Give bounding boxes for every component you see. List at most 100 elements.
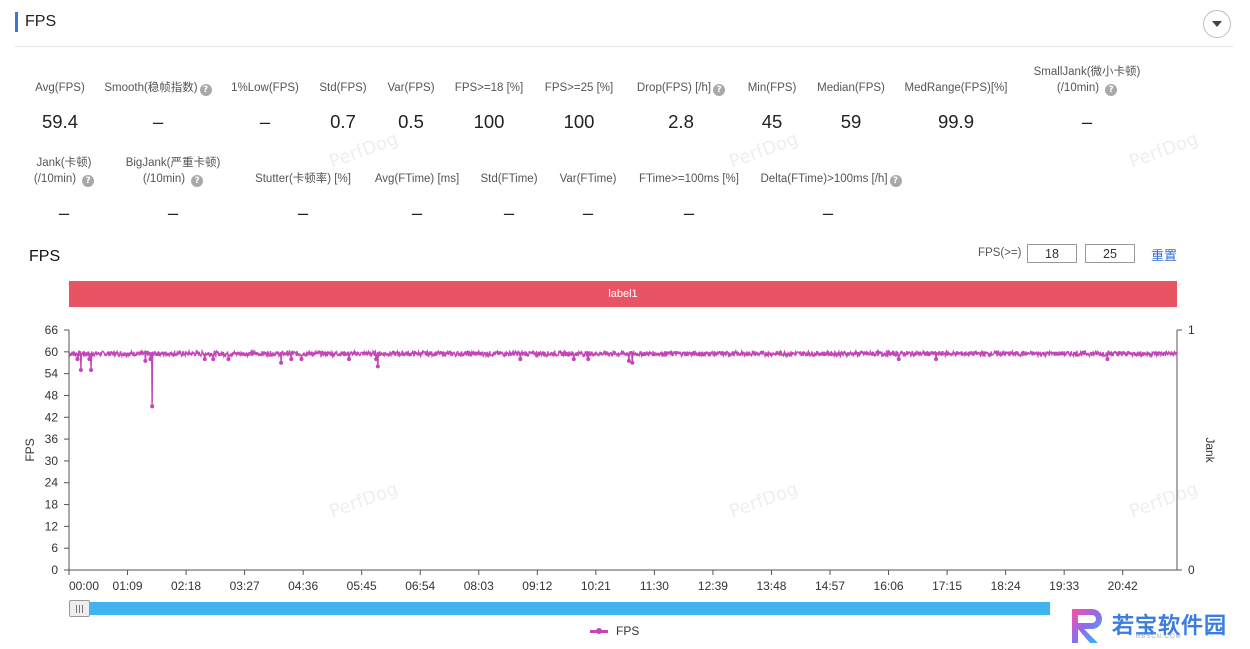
watermark: PerfDog [1126,128,1201,173]
y-axis-title: FPS [23,438,37,461]
metric-value: – [822,202,834,223]
collapse-button[interactable] [1203,10,1231,38]
metric-1pct-low: 1%Low(FPS) – [225,80,305,134]
fps-data-point [202,357,207,362]
metric-label: Drop(FPS) [/h] [636,82,712,94]
y-tick-label: 12 [45,519,59,533]
metric-value: – [582,202,594,223]
metric-label: 1%Low(FPS) [231,82,299,94]
metric-smooth: Smooth(稳帧指数)? – [98,80,218,134]
y-tick-label: 36 [45,432,59,446]
metric-label: Var(FPS) [387,82,435,94]
fps-data-point [211,357,216,362]
metric-value: 0.7 [330,111,356,132]
fps-data-point [571,357,576,362]
x-tick-label: 06:54 [405,579,435,593]
metric-value: – [297,202,309,223]
y-tick-label: 42 [45,410,59,424]
x-tick-label: 10:21 [581,579,611,593]
threshold-input-1[interactable] [1027,244,1077,263]
y-tick-label: 54 [45,367,59,381]
threshold-label: FPS(>=) [978,247,1022,259]
x-tick-label: 19:33 [1049,579,1079,593]
help-icon[interactable]: ? [889,175,902,187]
fps-data-point [586,357,591,362]
metric-value: – [411,202,423,223]
metric-label: Delta(FTime)>100ms [/h] [760,173,888,185]
x-tick-label: 18:24 [991,579,1021,593]
fps-data-point [375,364,380,369]
help-icon[interactable]: ? [713,84,726,96]
section-title: FPS [25,13,57,30]
metric-value: 100 [473,111,505,132]
help-icon[interactable]: ? [191,175,204,187]
time-range-slider[interactable] [69,600,1050,617]
metric-var-ftime: Var(FTime) – [552,171,624,225]
y-tick-label: 24 [45,476,59,490]
metric-label-unit: (/10min) [142,173,186,185]
metric-label: MedRange(FPS)[%] [904,82,1008,94]
fps-data-point [934,357,939,362]
metric-value: – [152,111,164,132]
metric-label: FPS>=25 [%] [544,82,614,94]
help-icon[interactable]: ? [82,175,95,187]
brand-sub: RBSCN.COM [1136,634,1182,640]
metric-label: Median(FPS) [817,82,885,94]
y-tick-label: 6 [51,541,58,555]
help-icon[interactable]: ? [1105,84,1118,96]
metric-label: Smooth(稳帧指数) [104,82,198,94]
fps-data-point [78,368,83,372]
brand-logo-icon [1072,609,1102,643]
metric-big-jank: BigJank(严重卡顿) (/10min)? – [118,155,228,225]
fps-data-point [896,357,901,362]
slider-handle[interactable] [69,600,90,617]
metric-label: Stutter(卡顿率) [%] [255,173,351,185]
x-tick-label: 04:36 [288,579,318,593]
fps-data-point [299,357,304,362]
fps-data-point [89,368,94,372]
metric-drop-fps: Drop(FPS) [/h]? 2.8 [630,80,732,134]
fps-series-line [68,348,1178,407]
fps-data-point [226,357,231,362]
x-tick-label: 00:00 [69,579,99,593]
metric-label: FTime>=100ms [%] [639,173,739,185]
fps-data-point [143,358,148,363]
metric-label-unit: (/10min) [33,173,77,185]
metric-medrange-fps: MedRange(FPS)[%] 99.9 [898,80,1014,134]
help-icon[interactable]: ? [199,84,212,96]
y-tick-label: 60 [45,345,59,359]
metric-value: 2.8 [668,111,694,132]
fps-data-point [279,360,284,365]
x-tick-label: 17:15 [932,579,962,593]
metric-fps-ge-25: FPS>=25 [%] 100 [539,80,619,134]
x-tick-label: 05:45 [347,579,377,593]
metric-value: – [167,202,179,223]
threshold-input-2[interactable] [1085,244,1135,263]
metric-value: – [58,202,70,223]
fps-data-point [630,360,635,365]
metric-std-ftime: Std(FTime) – [474,171,544,225]
brand-logo: 若宝软件园 RBSCN.COM [1062,601,1250,649]
reset-button[interactable]: 重置 [1151,248,1178,263]
fps-data-point [374,357,379,362]
watermark: PerfDog [326,128,401,173]
y2-tick-label: 0 [1188,563,1195,577]
x-tick-label: 09:12 [522,579,552,593]
fps-chart[interactable]: 0 6 12 18 24 30 36 42 48 54 60 66 0 1 00:00 01:09 02:18 0… [0,318,1250,600]
metric-value: 59.4 [41,111,78,132]
fps-data-point [346,357,351,362]
chart-title: FPS [29,248,61,265]
metric-label-unit: (/10min) [1056,82,1100,94]
metric-value: – [503,202,515,223]
metric-std-fps: Std(FPS) 0.7 [310,80,376,134]
label-band[interactable]: label1 [69,281,1177,307]
metric-value: 100 [563,111,595,132]
fps-data-point [148,357,153,362]
legend-item-fps[interactable]: FPS [590,624,639,638]
fps-data-point [1105,357,1110,362]
y-tick-label: 0 [51,563,58,577]
metric-delta-ftime: Delta(FTime)>100ms [/h]? – [756,171,906,225]
x-tick-label: 16:06 [874,579,904,593]
metric-stutter: Stutter(卡顿率) [%] – [246,171,360,225]
slider-track[interactable] [69,602,1050,615]
